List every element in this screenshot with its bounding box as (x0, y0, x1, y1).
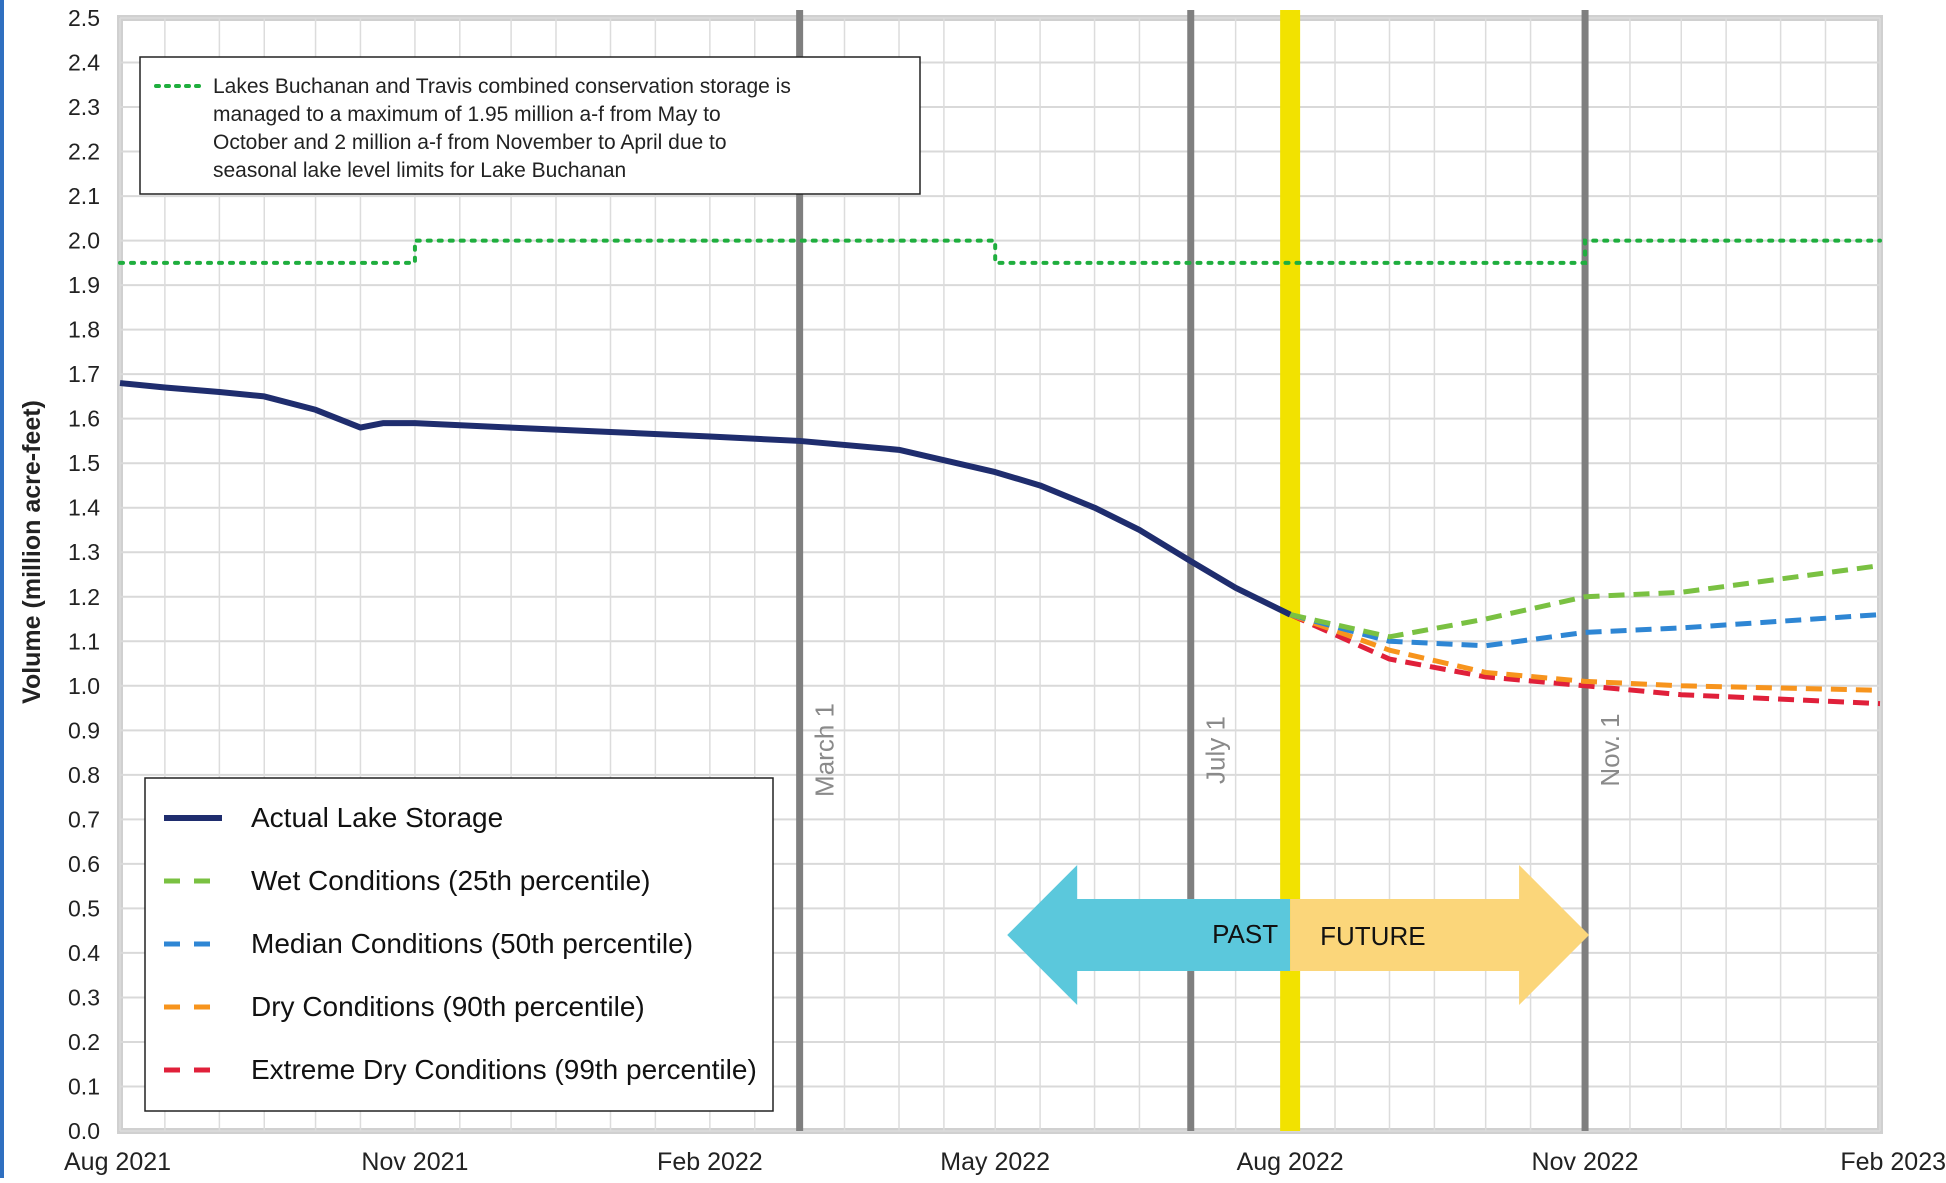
series-line-wet (1289, 563, 1881, 640)
y-tick-label: 1.0 (68, 673, 100, 699)
x-tick-label: Feb 2023 (1840, 1148, 1946, 1176)
y-tick-label: 1.4 (68, 495, 100, 521)
storage-chart: 0.0 0.1 0.2 0.3 0.4 0.5 0.6 0.7 0.8 0.9 1.0 1.1 1.2 1… (18, 5, 1946, 1176)
future-label: FUTURE (1320, 921, 1425, 951)
legend-label: Actual Lake Storage (251, 802, 503, 833)
y-tick-label: 1.5 (68, 450, 100, 476)
legend-label: Wet Conditions (25th percentile) (251, 865, 650, 896)
x-tick-label: Aug 2022 (1237, 1148, 1344, 1176)
y-tick-label: 1.3 (68, 539, 100, 565)
conservation-limit-line (118, 238, 1882, 265)
y-tick-label: 0.9 (68, 717, 100, 743)
legend: Actual Lake Storage Wet Conditions (25th … (144, 777, 774, 1112)
series-line-extreme (1289, 612, 1881, 707)
x-tick-label: May 2022 (940, 1148, 1050, 1176)
x-tick-label: Aug 2021 (64, 1148, 171, 1176)
note-text: Lakes Buchanan and Travis combined conse… (213, 75, 791, 182)
legend-label: Median Conditions (50th percentile) (251, 928, 693, 959)
conservation-limit (118, 238, 1882, 265)
x-tick-labels: Aug 2021 Nov 2021 Feb 2022 May 2022 Aug 2022… (64, 1148, 1946, 1176)
series-lines (119, 380, 1881, 707)
note-box: Lakes Buchanan and Travis combined conse… (139, 56, 921, 195)
marker-march-1-label: March 1 (810, 703, 840, 797)
past-future-arrows: PAST FUTURE (1007, 865, 1590, 1005)
x-tick-label: Nov 2022 (1532, 1148, 1639, 1176)
y-tick-label: 0.7 (68, 806, 100, 832)
x-tick-label: Nov 2021 (361, 1148, 468, 1176)
y-tick-label: 1.6 (68, 406, 100, 432)
y-tick-label: 0.2 (68, 1029, 100, 1055)
y-tick-label: 1.1 (68, 628, 100, 654)
y-tick-label: 0.1 (68, 1073, 100, 1099)
series-line-actual (119, 380, 1292, 618)
series-line-median (1289, 612, 1881, 649)
series-line-dry (1289, 612, 1881, 693)
y-tick-label: 2.0 (68, 228, 100, 254)
y-tick-label: 2.5 (68, 5, 100, 31)
y-tick-labels: 0.0 0.1 0.2 0.3 0.4 0.5 0.6 0.7 0.8 0.9 1.0 1.1 1.2 1… (68, 5, 100, 1144)
y-tick-label: 0.8 (68, 762, 100, 788)
y-tick-label: 0.5 (68, 895, 100, 921)
past-arrow (1007, 865, 1291, 1005)
y-tick-label: 2.2 (68, 139, 100, 165)
y-tick-label: 0.0 (68, 1118, 100, 1144)
y-axis-label: Volume (million acre-feet) (18, 400, 46, 704)
y-tick-label: 2.4 (68, 50, 100, 76)
past-label: PAST (1212, 919, 1278, 949)
y-tick-label: 0.3 (68, 984, 100, 1010)
x-tick-label: Feb 2022 (657, 1148, 763, 1176)
y-tick-label: 2.1 (68, 183, 100, 209)
y-tick-label: 0.4 (68, 940, 100, 966)
y-tick-label: 1.2 (68, 584, 100, 610)
future-arrow (1290, 865, 1590, 1005)
marker-july-1-label: July 1 (1201, 716, 1231, 784)
legend-label: Extreme Dry Conditions (99th percentile) (251, 1054, 757, 1085)
legend-label: Dry Conditions (90th percentile) (251, 991, 645, 1022)
marker-nov-1-label: Nov. 1 (1595, 713, 1625, 786)
y-tick-label: 1.9 (68, 272, 100, 298)
y-tick-label: 1.7 (68, 361, 100, 387)
y-tick-label: 0.6 (68, 851, 100, 877)
y-tick-label: 2.3 (68, 94, 100, 120)
y-tick-label: 1.8 (68, 317, 100, 343)
